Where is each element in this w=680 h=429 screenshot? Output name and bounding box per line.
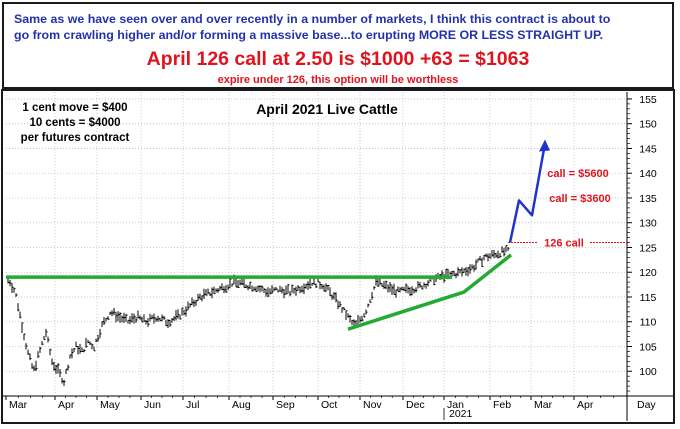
x-tick-label: Sep (276, 399, 295, 411)
x-tick-label: Feb (493, 399, 511, 411)
x-tick-label: Jul (186, 399, 199, 411)
headline: April 126 call at 2.50 is $1000 +63 = $1… (146, 48, 530, 70)
y-tick-label: 145 (639, 143, 657, 155)
y-tick-label: 120 (639, 267, 657, 279)
y-tick-label: 135 (639, 193, 657, 205)
y-tick-label: 130 (639, 218, 657, 230)
callout-label: call = $3600 (549, 193, 610, 205)
y-tick-label: 150 (639, 119, 657, 131)
projection-arrowhead (539, 139, 550, 152)
y-tick-label: 115 (640, 292, 657, 304)
x-tick-label: Apr (58, 399, 75, 411)
y-tick-label: 140 (639, 168, 657, 180)
callout-label: call = $5600 (547, 168, 608, 180)
chart-labels: 100 105 110 115 120 125 130 135 140 145 150 155 Mar A… (9, 94, 657, 420)
x-tick-label: Apr (577, 399, 594, 411)
x-tick-label: Aug (232, 399, 251, 411)
chart-grid (5, 92, 632, 400)
price-bars (7, 245, 510, 386)
support-trendline (347, 253, 513, 331)
year-label: 2021 (449, 408, 473, 420)
y-tick-label: 125 (639, 242, 657, 254)
x-tick-label: Jun (144, 399, 161, 411)
x-unit-label: Day (637, 399, 656, 411)
annotation-lines (6, 139, 627, 331)
note-line-3: per futures contract (21, 132, 130, 144)
projection-path (508, 143, 547, 243)
x-tick-label: Nov (363, 399, 382, 411)
strike-label: 126 call (544, 238, 584, 250)
header-banner: Same as we have seen over and over recen… (2, 2, 674, 89)
y-tick-label: 105 (639, 341, 657, 353)
x-tick-label: Mar (9, 399, 28, 411)
x-tick-label: Jan (447, 399, 464, 411)
y-tick-label: 155 (639, 94, 657, 106)
header-line-2: go from crawling higher and/or forming a… (14, 28, 604, 42)
note-line-1: 1 cent move = $400 (22, 102, 127, 114)
header-line-1: Same as we have seen over and over recen… (14, 12, 611, 26)
x-tick-label: Dec (406, 399, 425, 411)
y-tick-label: 110 (640, 317, 657, 329)
chart-border (1, 89, 675, 424)
x-tick-label: May (100, 399, 121, 411)
x-tick-label: Mar (534, 399, 553, 411)
x-tick-label: Oct (321, 399, 337, 411)
subline: expire under 126, this option will be wo… (217, 74, 459, 86)
note-line-2: 10 cents = $4000 (29, 117, 120, 129)
y-tick-label: 100 (639, 366, 657, 378)
chart-frame (1, 89, 675, 424)
chart-title: April 2021 Live Cattle (256, 101, 398, 117)
